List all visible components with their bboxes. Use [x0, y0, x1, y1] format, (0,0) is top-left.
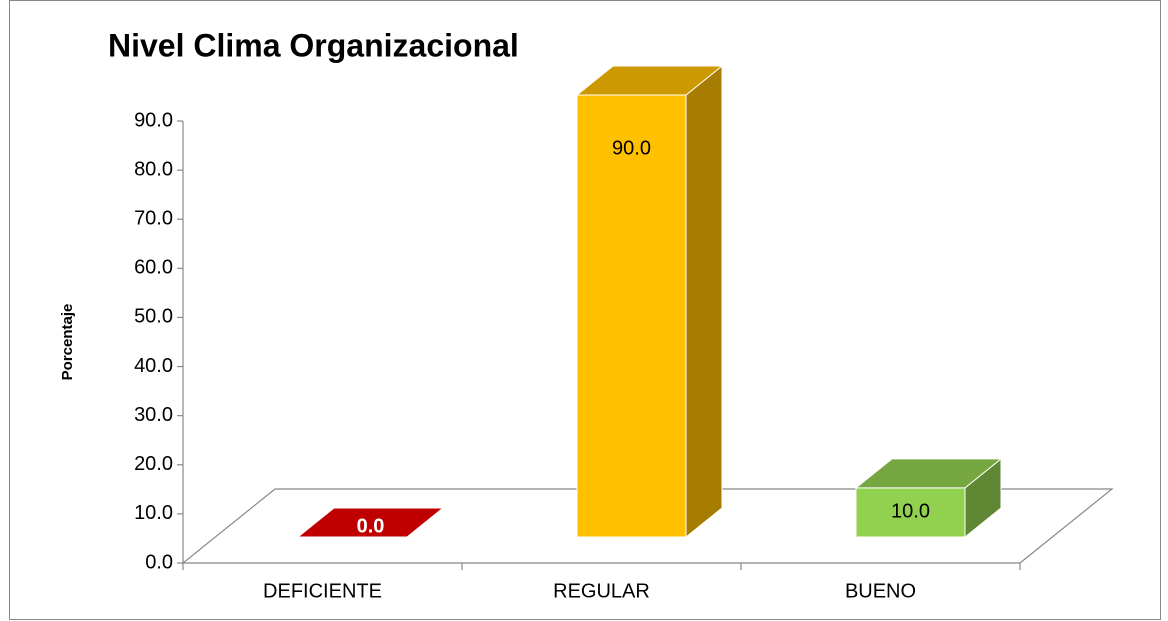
bar	[854, 457, 1003, 539]
chart-title: Nivel Clima Organizacional	[108, 27, 519, 63]
bar-side	[685, 64, 723, 539]
x-tick-label: BUENO	[845, 580, 916, 602]
x-tick-label: REGULAR	[553, 580, 650, 602]
y-tick-label: 30.0	[134, 404, 173, 426]
y-axis-label: Porcentaje	[59, 304, 76, 381]
y-tick-label: 40.0	[134, 355, 173, 377]
data-label: 90.0	[612, 137, 651, 159]
x-tick-label: DEFICIENTE	[263, 580, 382, 602]
bar	[296, 507, 445, 538]
y-tick-label: 80.0	[134, 158, 173, 180]
y-tick-label: 70.0	[134, 208, 173, 230]
y-tick-label: 10.0	[134, 502, 173, 524]
bar-front	[576, 94, 687, 538]
y-tick-label: 50.0	[134, 306, 173, 328]
bar-front	[855, 487, 966, 538]
y-tick-label: 60.0	[134, 257, 173, 279]
bar	[575, 64, 724, 539]
bar-top	[296, 507, 445, 538]
y-tick-label: 0.0	[145, 551, 173, 573]
y-tick-label: 90.0	[134, 109, 173, 131]
data-label: 10.0	[891, 501, 930, 523]
bar-top	[854, 458, 1003, 489]
y-tick-label: 20.0	[134, 453, 173, 475]
data-label: 0.0	[357, 515, 385, 537]
bar-top	[575, 65, 724, 96]
